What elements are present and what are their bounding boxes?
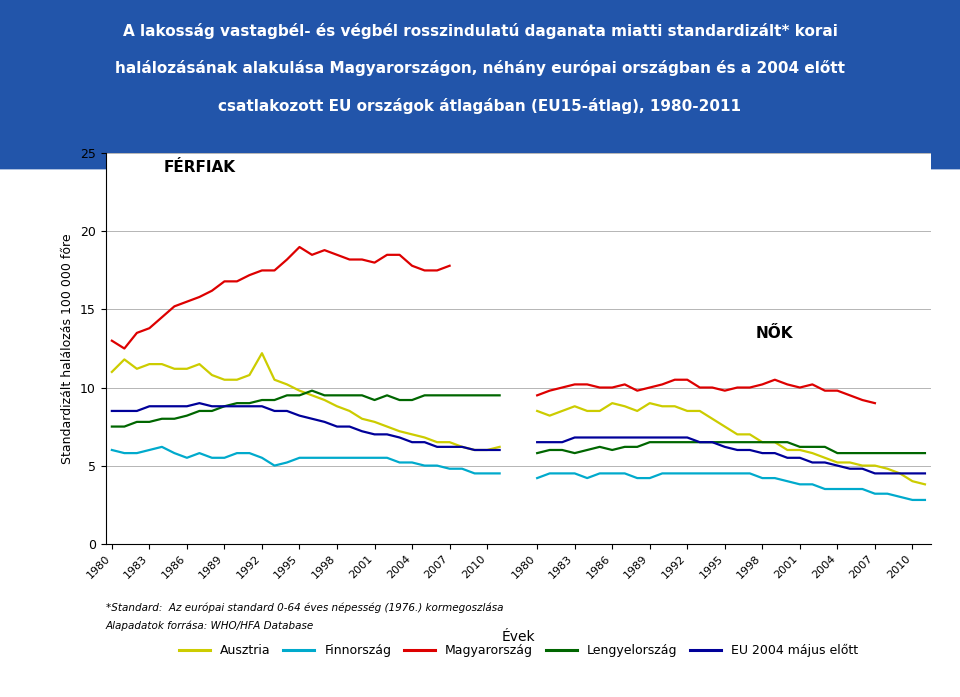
Text: Évek: Évek [501, 629, 536, 643]
FancyBboxPatch shape [0, 0, 960, 169]
Text: FÉRFIAK: FÉRFIAK [163, 160, 235, 175]
Text: A lakosság vastagbél- és végbél rosszindulatú daganata miatti standardizált* kor: A lakosság vastagbél- és végbél rosszind… [123, 22, 837, 38]
Text: Alapadatok forrása: WHO/HFA Database: Alapadatok forrása: WHO/HFA Database [106, 620, 314, 631]
Legend: Ausztria, Finnország, Magyarország, Lengyelország, EU 2004 május előtt: Ausztria, Finnország, Magyarország, Leng… [174, 639, 863, 662]
Text: halálozásának alakulása Magyarországon, néhány európai országban és a 2004 előtt: halálozásának alakulása Magyarországon, … [115, 60, 845, 76]
Text: csatlakozott EU országok átlagában (EU15-átlag), 1980-2011: csatlakozott EU országok átlagában (EU15… [219, 98, 741, 114]
Y-axis label: Standardizált halálozás 100 000 főre: Standardizált halálozás 100 000 főre [61, 233, 75, 464]
Text: *Standard:  Az európai standard 0-64 éves népesség (1976.) kormegoszlása: *Standard: Az európai standard 0-64 éves… [106, 603, 503, 613]
Text: NŐK: NŐK [756, 325, 794, 341]
